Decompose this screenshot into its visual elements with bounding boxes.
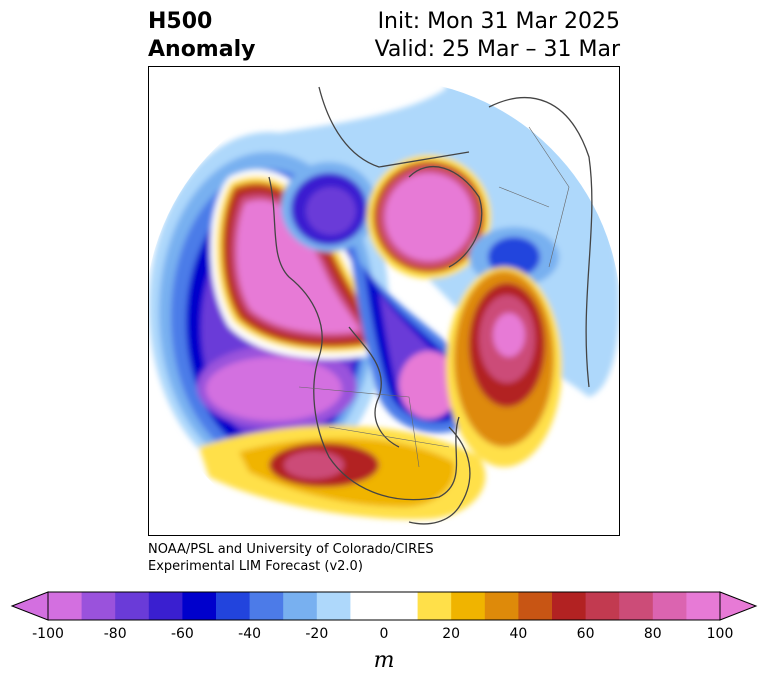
colorbar-swatch: [350, 592, 385, 620]
credit-line2: Experimental LIM Forecast (v2.0): [148, 559, 363, 574]
colorbar-tick-label: 40: [509, 626, 528, 642]
colorbar-swatch: [283, 592, 318, 620]
coastlines: [268, 86, 593, 525]
colorbar-unit: m: [373, 648, 395, 673]
colorbar-swatch: [115, 592, 150, 620]
colorbar-swatch: [182, 592, 217, 620]
west-low-core: [206, 357, 342, 421]
colorbar-extend-low: [10, 591, 49, 621]
colorbar-tick-label: -40: [238, 626, 262, 642]
colorbar-swatch: [48, 592, 83, 620]
west-ridge-core: [236, 200, 360, 334]
borders: [298, 126, 570, 468]
colorbar-extend-high: [719, 591, 758, 621]
colorbar-swatch: [484, 592, 519, 620]
credit: NOAA/PSL and University of Colorado/CIRE…: [148, 541, 434, 575]
nw-low-core: [306, 187, 356, 235]
credit-line1: NOAA/PSL and University of Colorado/CIRE…: [148, 542, 434, 557]
north-ridge-core: [385, 173, 473, 261]
anomaly-fields: [149, 79, 619, 520]
colorbar-swatch: [81, 592, 116, 620]
colorbar-swatch: [552, 592, 587, 620]
anomaly-map-svg: [149, 79, 619, 525]
colorbar-swatch: [384, 592, 419, 620]
colorbar-swatch: [148, 592, 183, 620]
colorbar-ticks: -100 -80 -60 -40 -20 0 20 40 60 80 100: [0, 626, 768, 646]
colorbar-tick-label: -60: [170, 626, 194, 642]
colorbar-swatch: [518, 592, 553, 620]
colorbar-swatch: [585, 592, 620, 620]
colorbar-swatch: [686, 592, 721, 620]
colorbar-swatch: [249, 592, 284, 620]
colorbar-swatch: [652, 592, 687, 620]
colorbar-tick-label: 0: [379, 626, 389, 642]
colorbar-border: [47, 591, 721, 621]
colorbar-tick-label: -20: [305, 626, 329, 642]
colorbar-tick-label: 80: [643, 626, 662, 642]
east-ridge-core: [493, 313, 525, 357]
colorbar-tick-label: -80: [103, 626, 127, 642]
polar-map: [148, 66, 620, 536]
title-variable: H500: [148, 9, 213, 34]
colorbar-swatch: [451, 592, 486, 620]
central-low-core: [399, 351, 459, 419]
colorbar-swatch: [316, 592, 351, 620]
title-left: H500 Anomaly: [148, 8, 255, 64]
valid-range: Valid: 25 Mar – 31 Mar: [374, 37, 620, 62]
east-low-core: [488, 237, 540, 277]
colorbar-swatch: [619, 592, 654, 620]
title-type: Anomaly: [148, 37, 256, 62]
colorbar-tick-label: -100: [32, 626, 64, 642]
colorbar-tick-label: 60: [576, 626, 595, 642]
colorbar-tick-label: 20: [442, 626, 461, 642]
init-date: Init: Mon 31 Mar 2025: [377, 9, 620, 34]
colorbar-tick-label: 100: [706, 626, 734, 642]
title-right: Init: Mon 31 Mar 2025 Valid: 25 Mar – 31…: [375, 8, 620, 64]
colorbar-swatch: [216, 592, 251, 620]
colorbar-swatch: [417, 592, 452, 620]
colorbar: [10, 591, 758, 621]
